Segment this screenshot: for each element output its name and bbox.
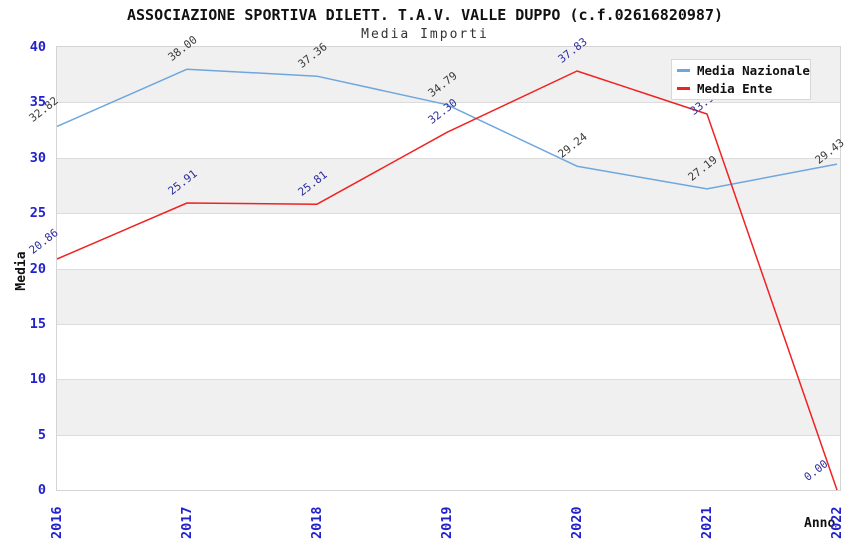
legend-label: Media Ente bbox=[697, 80, 773, 96]
gridline bbox=[57, 379, 840, 381]
line-swatch-icon bbox=[677, 86, 690, 90]
y-tick-label: 25 bbox=[29, 205, 46, 222]
x-axis-label: Anno bbox=[804, 516, 836, 531]
y-tick-label: 20 bbox=[29, 260, 46, 277]
legend-label: Media Nazionale bbox=[697, 63, 810, 79]
plot-band bbox=[57, 268, 840, 324]
y-tick-label: 5 bbox=[37, 426, 46, 443]
chart-title: ASSOCIAZIONE SPORTIVA DILETT. T.A.V. VAL… bbox=[126, 6, 724, 24]
plot-band bbox=[57, 434, 840, 490]
gridline bbox=[57, 434, 840, 436]
y-tick-label: 30 bbox=[29, 149, 46, 166]
gridline bbox=[57, 157, 840, 159]
y-tick-label: 15 bbox=[29, 315, 46, 332]
line-media-ente bbox=[57, 70, 838, 490]
plot-band bbox=[57, 323, 840, 380]
gridline bbox=[57, 323, 840, 325]
x-tick-label: 2018 bbox=[309, 506, 325, 539]
gridline bbox=[57, 102, 840, 104]
y-tick-label: 0 bbox=[37, 482, 46, 498]
x-tick-label: 2019 bbox=[439, 506, 455, 539]
y-tick-label: 10 bbox=[29, 371, 46, 388]
plot-area bbox=[56, 46, 841, 491]
legend-item-media-nazionale: Media Nazionale bbox=[672, 63, 810, 79]
plot-band bbox=[57, 102, 840, 158]
line-swatch-icon bbox=[677, 69, 690, 73]
x-tick-label: 2017 bbox=[179, 506, 195, 539]
x-tick-label: 2020 bbox=[569, 506, 585, 539]
plot-band bbox=[57, 379, 840, 435]
gridline bbox=[57, 268, 840, 270]
line-media-nazionale bbox=[57, 68, 838, 190]
plot-band bbox=[57, 213, 840, 269]
x-tick-label: 2021 bbox=[699, 506, 715, 539]
gridline bbox=[57, 213, 840, 215]
y-tick-label: 35 bbox=[29, 94, 46, 111]
x-tick-label: 2022 bbox=[829, 506, 845, 539]
legend: Media Nazionale Media Ente bbox=[671, 59, 811, 100]
chart-subtitle: Media Importi bbox=[361, 27, 489, 42]
y-tick-label: 40 bbox=[29, 39, 46, 55]
series-lines bbox=[57, 68, 838, 490]
x-tick-label: 2016 bbox=[49, 506, 65, 539]
plot-band bbox=[57, 157, 840, 214]
legend-item-media-ente: Media Ente bbox=[672, 80, 810, 96]
